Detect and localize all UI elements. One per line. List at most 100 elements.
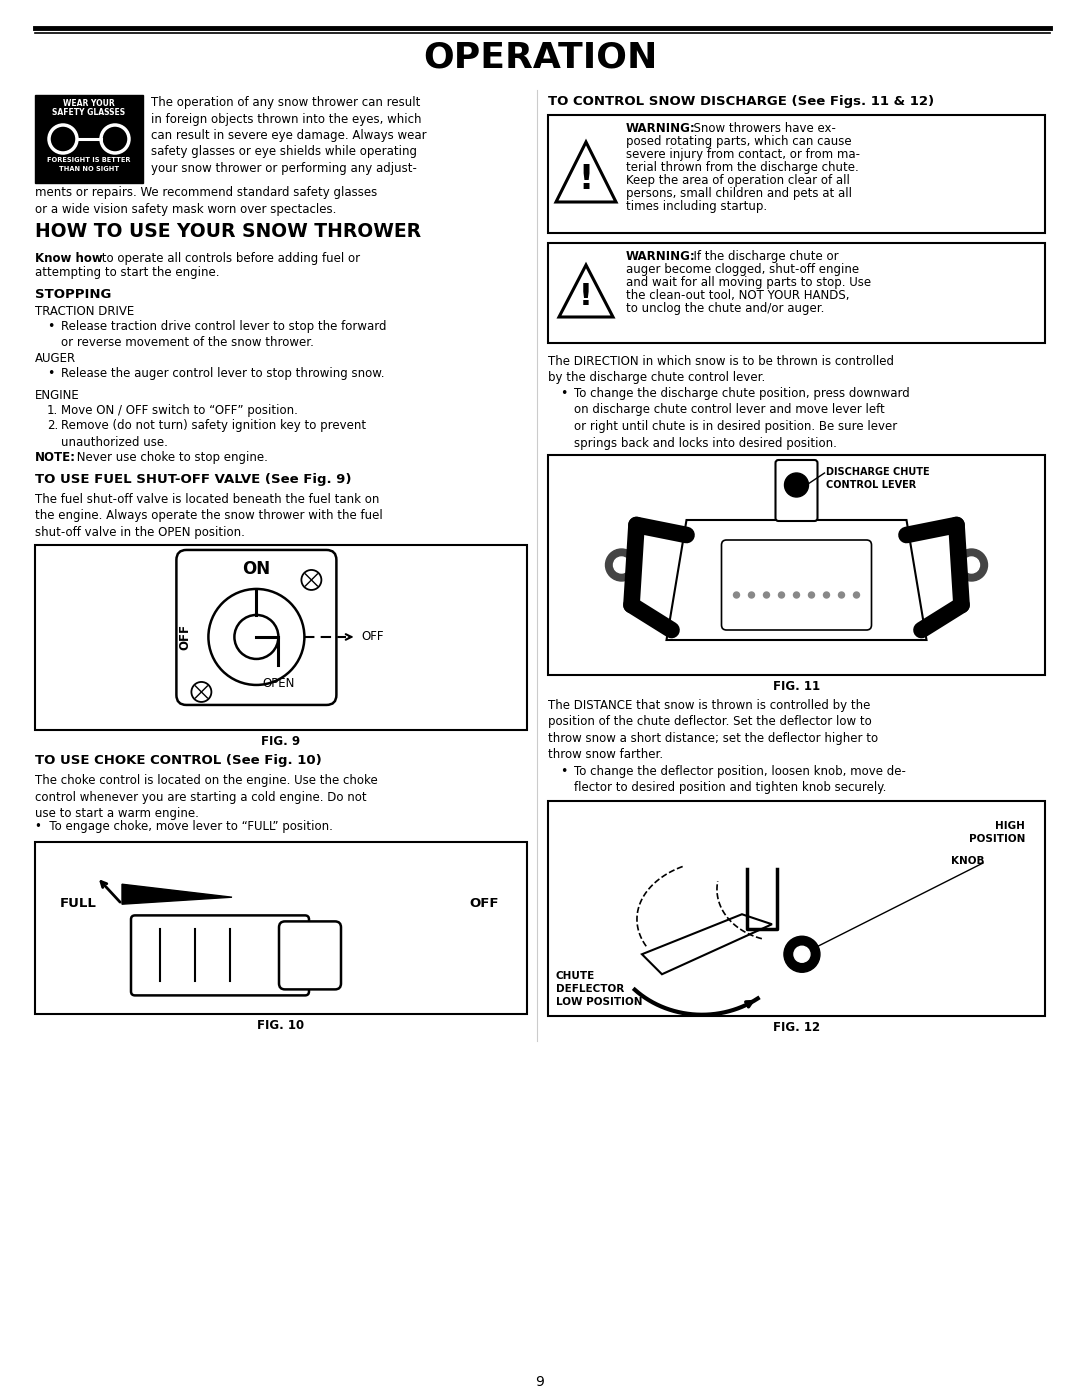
- Circle shape: [784, 936, 820, 972]
- Text: FULL: FULL: [60, 897, 97, 911]
- Text: OFF: OFF: [178, 624, 191, 650]
- Circle shape: [613, 557, 630, 573]
- Text: The DIRECTION in which snow is to be thrown is controlled
by the discharge chute: The DIRECTION in which snow is to be thr…: [548, 355, 894, 384]
- Text: NOTE:: NOTE:: [35, 451, 76, 464]
- Bar: [548, 800, 1045, 1016]
- Text: STOPPING: STOPPING: [35, 288, 111, 300]
- Circle shape: [779, 592, 784, 598]
- Text: and wait for all moving parts to stop. Use: and wait for all moving parts to stop. U…: [626, 277, 872, 289]
- Text: Keep the area of operation clear of all: Keep the area of operation clear of all: [626, 175, 850, 187]
- Circle shape: [733, 592, 740, 598]
- Text: ON: ON: [242, 560, 270, 578]
- Polygon shape: [559, 265, 613, 317]
- Text: TO USE FUEL SHUT-OFF VALVE (See Fig. 9): TO USE FUEL SHUT-OFF VALVE (See Fig. 9): [35, 474, 351, 486]
- Text: OFF: OFF: [362, 630, 383, 644]
- Text: posed rotating parts, which can cause: posed rotating parts, which can cause: [626, 136, 852, 148]
- Text: HIGH
POSITION: HIGH POSITION: [969, 821, 1025, 844]
- Bar: [35, 95, 143, 183]
- Bar: [35, 545, 527, 731]
- FancyBboxPatch shape: [176, 550, 336, 705]
- Text: to unclog the chute and/or auger.: to unclog the chute and/or auger.: [626, 302, 824, 314]
- Circle shape: [794, 946, 810, 963]
- Text: AUGER: AUGER: [35, 352, 76, 365]
- Text: •: •: [48, 367, 54, 380]
- Text: To change the discharge chute position, press downward
on discharge chute contro: To change the discharge chute position, …: [573, 387, 909, 450]
- Text: HOW TO USE YOUR SNOW THROWER: HOW TO USE YOUR SNOW THROWER: [35, 222, 421, 242]
- Text: The choke control is located on the engine. Use the choke
control whenever you a: The choke control is located on the engi…: [35, 774, 378, 820]
- Text: •: •: [561, 387, 567, 400]
- Text: Snow throwers have ex-: Snow throwers have ex-: [686, 122, 836, 136]
- Text: SAFETY GLASSES: SAFETY GLASSES: [53, 108, 125, 117]
- Circle shape: [748, 592, 755, 598]
- Text: auger become clogged, shut-off engine: auger become clogged, shut-off engine: [626, 263, 859, 277]
- Text: ENGINE: ENGINE: [35, 388, 80, 402]
- Text: If the discharge chute or: If the discharge chute or: [686, 250, 839, 263]
- FancyBboxPatch shape: [721, 541, 872, 630]
- Text: CHUTE
DEFLECTOR
LOW POSITION: CHUTE DEFLECTOR LOW POSITION: [556, 971, 643, 1007]
- Text: TO CONTROL SNOW DISCHARGE (See Figs. 11 & 12): TO CONTROL SNOW DISCHARGE (See Figs. 11 …: [548, 95, 934, 108]
- Bar: [41, 117, 137, 155]
- Text: terial thrown from the discharge chute.: terial thrown from the discharge chute.: [626, 161, 859, 175]
- Text: severe injury from contact, or from ma-: severe injury from contact, or from ma-: [626, 148, 860, 161]
- Text: attempting to start the engine.: attempting to start the engine.: [35, 265, 219, 279]
- Text: The operation of any snow thrower can result
in foreign objects thrown into the : The operation of any snow thrower can re…: [151, 96, 427, 175]
- Circle shape: [794, 592, 799, 598]
- Text: TO USE CHOKE CONTROL (See Fig. 10): TO USE CHOKE CONTROL (See Fig. 10): [35, 754, 322, 767]
- Text: OFF: OFF: [470, 897, 499, 911]
- Circle shape: [784, 474, 809, 497]
- FancyBboxPatch shape: [775, 460, 818, 521]
- Bar: [35, 842, 527, 1014]
- Text: OPEN: OPEN: [262, 678, 295, 690]
- Text: WARNING:: WARNING:: [626, 122, 696, 136]
- Bar: [548, 115, 1045, 233]
- Text: The DISTANCE that snow is thrown is controlled by the
position of the chute defl: The DISTANCE that snow is thrown is cont…: [548, 698, 878, 761]
- Polygon shape: [642, 914, 772, 974]
- Text: Remove (do not turn) safety ignition key to prevent
unauthorized use.: Remove (do not turn) safety ignition key…: [60, 419, 366, 448]
- Text: OPERATION: OPERATION: [422, 41, 658, 74]
- FancyBboxPatch shape: [131, 915, 309, 996]
- Text: to operate all controls before adding fuel or: to operate all controls before adding fu…: [98, 251, 360, 265]
- Circle shape: [838, 592, 845, 598]
- Text: 2.: 2.: [48, 419, 58, 432]
- Circle shape: [824, 592, 829, 598]
- Text: !: !: [579, 163, 594, 196]
- Text: THAN NO SIGHT: THAN NO SIGHT: [59, 166, 119, 172]
- Text: TRACTION DRIVE: TRACTION DRIVE: [35, 305, 134, 319]
- Bar: [548, 455, 1045, 675]
- Text: FORESIGHT IS BETTER: FORESIGHT IS BETTER: [48, 156, 131, 163]
- Text: Know how: Know how: [35, 251, 103, 265]
- Text: The fuel shut-off valve is located beneath the fuel tank on
the engine. Always o: The fuel shut-off valve is located benea…: [35, 493, 382, 539]
- Text: •  To engage choke, move lever to “FULL” position.: • To engage choke, move lever to “FULL” …: [35, 820, 333, 833]
- Text: FIG. 12: FIG. 12: [773, 1021, 820, 1034]
- Text: •: •: [48, 320, 54, 332]
- Text: Release traction drive control lever to stop the forward
or reverse movement of : Release traction drive control lever to …: [60, 320, 387, 349]
- Polygon shape: [122, 884, 232, 904]
- Text: Move ON / OFF switch to “OFF” position.: Move ON / OFF switch to “OFF” position.: [60, 404, 298, 416]
- Circle shape: [956, 549, 987, 581]
- Text: 9: 9: [536, 1375, 544, 1389]
- Text: Never use choke to stop engine.: Never use choke to stop engine.: [73, 451, 268, 464]
- Text: DISCHARGE CHUTE
CONTROL LEVER: DISCHARGE CHUTE CONTROL LEVER: [826, 467, 930, 490]
- Text: Release the auger control lever to stop throwing snow.: Release the auger control lever to stop …: [60, 367, 384, 380]
- Bar: [548, 243, 1045, 344]
- Text: FIG. 11: FIG. 11: [773, 680, 820, 693]
- FancyBboxPatch shape: [279, 922, 341, 989]
- Text: persons, small children and pets at all: persons, small children and pets at all: [626, 187, 852, 200]
- Circle shape: [853, 592, 860, 598]
- Text: FIG. 9: FIG. 9: [261, 735, 300, 747]
- Circle shape: [764, 592, 769, 598]
- Text: KNOB: KNOB: [951, 856, 985, 866]
- Text: •: •: [561, 766, 567, 778]
- Polygon shape: [556, 142, 616, 203]
- Circle shape: [963, 557, 980, 573]
- Circle shape: [606, 549, 637, 581]
- Text: !: !: [579, 282, 593, 312]
- Text: FIG. 10: FIG. 10: [257, 1018, 305, 1032]
- Text: 1.: 1.: [48, 404, 58, 416]
- Circle shape: [809, 592, 814, 598]
- Text: To change the deflector position, loosen knob, move de-
flector to desired posit: To change the deflector position, loosen…: [573, 766, 906, 795]
- Text: the clean-out tool, NOT YOUR HANDS,: the clean-out tool, NOT YOUR HANDS,: [626, 289, 850, 302]
- Text: WARNING:: WARNING:: [626, 250, 696, 263]
- Polygon shape: [666, 520, 927, 640]
- Text: WEAR YOUR: WEAR YOUR: [63, 99, 114, 108]
